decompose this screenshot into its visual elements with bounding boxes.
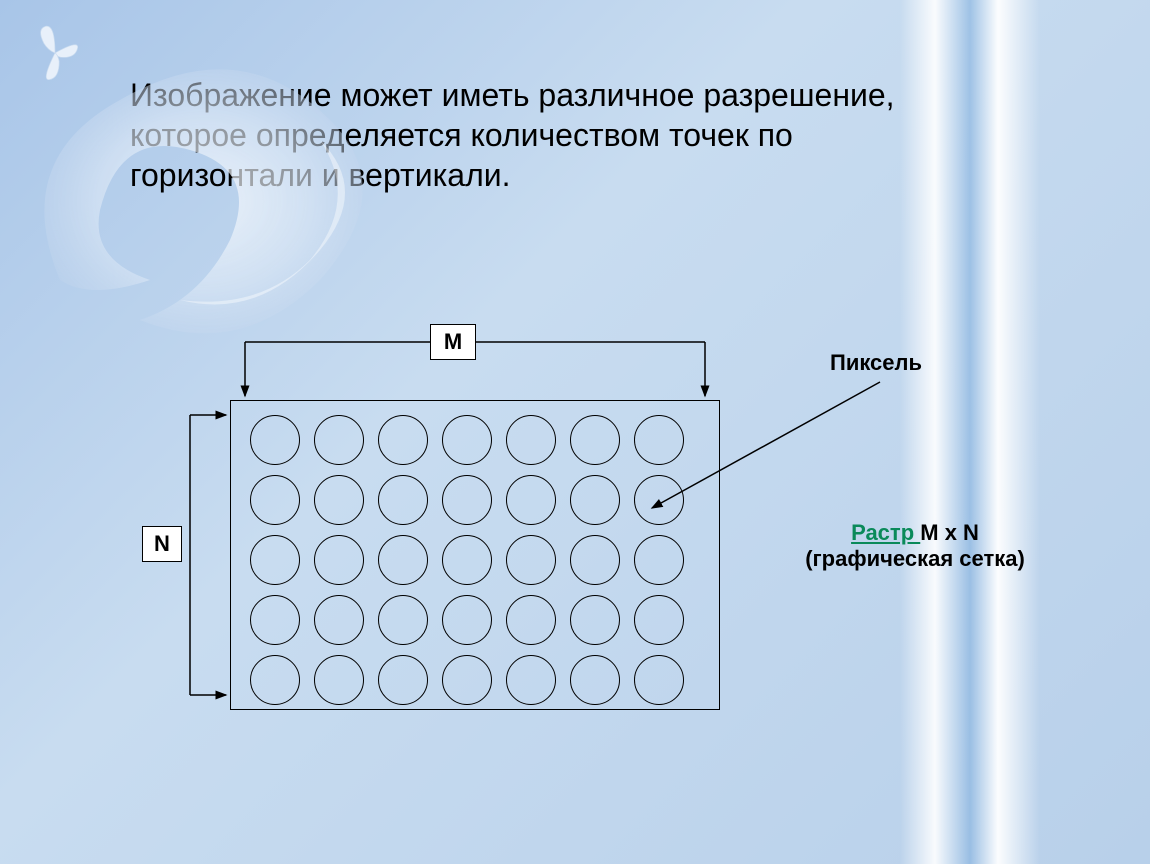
pixel-circle	[442, 655, 492, 705]
n-label-box: N	[142, 526, 182, 562]
pixel-circle	[634, 475, 684, 525]
pixel-circle	[570, 595, 620, 645]
pixel-circle	[314, 655, 364, 705]
pixel-circle	[250, 535, 300, 585]
pixel-circle	[378, 535, 428, 585]
pixel-circle	[250, 595, 300, 645]
raster-subtitle: (графическая сетка)	[805, 546, 1025, 571]
main-description-text: Изображение может иметь различное разреш…	[130, 75, 900, 195]
pixel-circle	[314, 595, 364, 645]
raster-formula-text: M x N	[920, 520, 979, 545]
pixel-circle	[314, 475, 364, 525]
pixel-circle	[378, 595, 428, 645]
pixel-circle	[442, 415, 492, 465]
propeller-logo-icon	[20, 18, 90, 88]
pixel-circle	[442, 535, 492, 585]
pixel-circle	[506, 595, 556, 645]
pixel-circle	[250, 655, 300, 705]
pixel-circle	[570, 475, 620, 525]
pixel-circle	[634, 595, 684, 645]
pixel-circle	[314, 535, 364, 585]
raster-link[interactable]: Растр	[851, 520, 920, 545]
pixel-circle	[506, 415, 556, 465]
pixel-circle	[250, 475, 300, 525]
raster-diagram: M N Пиксель Растр M x N (графическая сет…	[140, 320, 1040, 820]
pixel-circle	[506, 535, 556, 585]
m-label-box: M	[430, 324, 476, 360]
pixel-circle	[570, 535, 620, 585]
pixel-circle	[378, 475, 428, 525]
pixel-circle	[378, 415, 428, 465]
pixel-circle	[634, 655, 684, 705]
pixel-circle	[634, 535, 684, 585]
pixel-circle	[442, 475, 492, 525]
pixel-circle	[634, 415, 684, 465]
pixel-circle	[570, 415, 620, 465]
pixel-label: Пиксель	[830, 350, 922, 376]
pixel-circle	[250, 415, 300, 465]
pixel-circle	[378, 655, 428, 705]
pixel-circle	[314, 415, 364, 465]
pixel-circle	[506, 655, 556, 705]
pixel-circle	[442, 595, 492, 645]
raster-formula-block: Растр M x N (графическая сетка)	[780, 520, 1050, 572]
pixel-circle	[506, 475, 556, 525]
pixel-circle	[570, 655, 620, 705]
